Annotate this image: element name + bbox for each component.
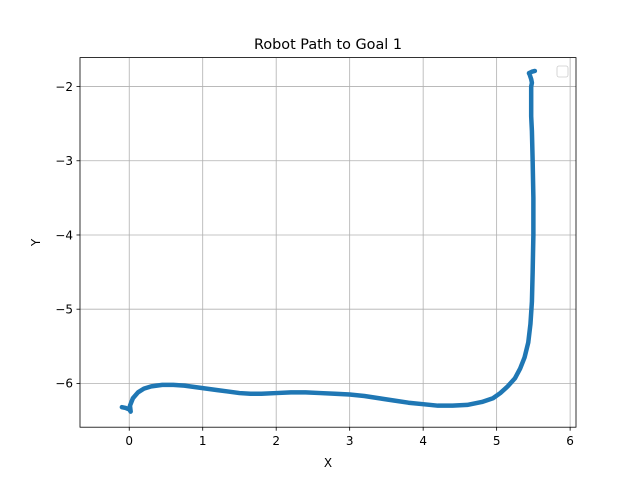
series-line-group (119, 68, 538, 414)
grid-lines (80, 57, 576, 428)
y-tick-label: −3 (55, 154, 73, 168)
y-tick-label: −6 (55, 377, 73, 391)
plot-frame (79, 57, 577, 428)
x-ticks: 0 1 2 3 4 5 6 (125, 427, 574, 448)
y-tick-label: −2 (55, 80, 73, 94)
chart-title: Robot Path to Goal 1 (254, 37, 402, 53)
robot-path-line (119, 68, 538, 414)
y-tick-label: −5 (55, 302, 73, 316)
y-axis-label: Y (29, 238, 43, 247)
legend-box (556, 65, 569, 78)
x-tick-label: 3 (346, 434, 354, 448)
x-tick-label: 6 (566, 434, 574, 448)
x-tick-label: 4 (419, 434, 427, 448)
x-tick-label: 2 (272, 434, 280, 448)
x-tick-label: 1 (199, 434, 207, 448)
y-tick-label: −4 (55, 228, 73, 242)
x-tick-label: 0 (125, 434, 133, 448)
y-ticks: −2 −3 −4 −5 −6 (55, 80, 80, 391)
x-tick-label: 5 (493, 434, 501, 448)
x-axis-label: X (324, 456, 332, 470)
